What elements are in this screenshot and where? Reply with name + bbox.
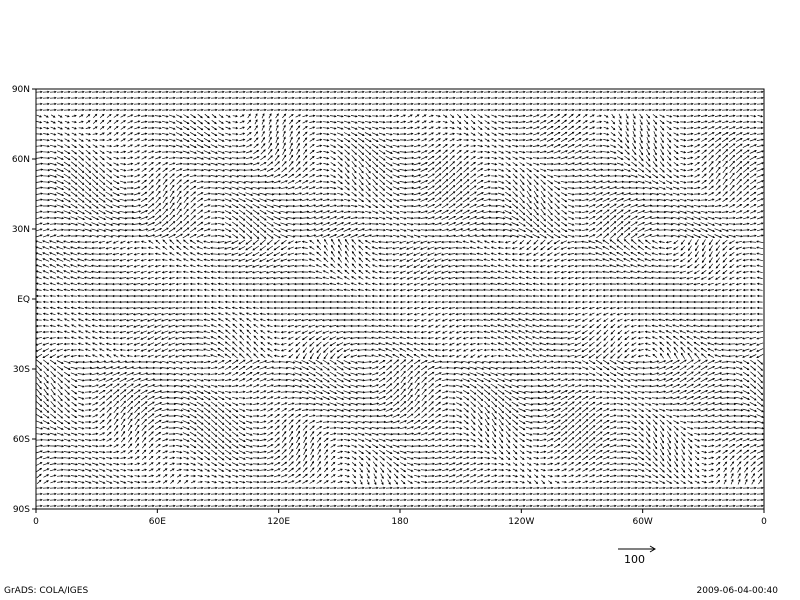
lat-tick-label: 90N [12,85,30,95]
lat-tick-label: 60S [13,435,30,445]
lon-tick-label: 0 [761,517,767,527]
latitude-axis: 90N 60N 30N EQ 30S 60S 90S [12,85,36,515]
lat-tick-label: 30S [13,365,30,375]
lon-tick-label: 0 [33,517,39,527]
vector-arrows [35,90,765,508]
lat-tick-label: 30N [12,225,30,235]
wind-vector-field [35,90,765,508]
reference-vector-label: 100 [624,553,645,566]
lat-tick-label: 90S [13,505,30,515]
lat-tick-label: 60N [12,155,30,165]
lat-tick-label: EQ [17,295,30,305]
software-credit: GrADS: COLA/IGES [4,586,89,596]
longitude-axis: 0 60E 120E 180 120W 60W 0 [33,509,767,527]
lon-tick-label: 60W [632,517,652,527]
lon-tick-label: 60E [149,517,166,527]
reference-vector: 100 [618,545,656,566]
reference-vector-head [649,545,656,553]
lon-tick-label: 180 [391,517,408,527]
lon-tick-label: 120W [508,517,534,527]
timestamp: 2009-06-04-00:40 [696,586,779,596]
lon-tick-label: 120E [267,517,290,527]
